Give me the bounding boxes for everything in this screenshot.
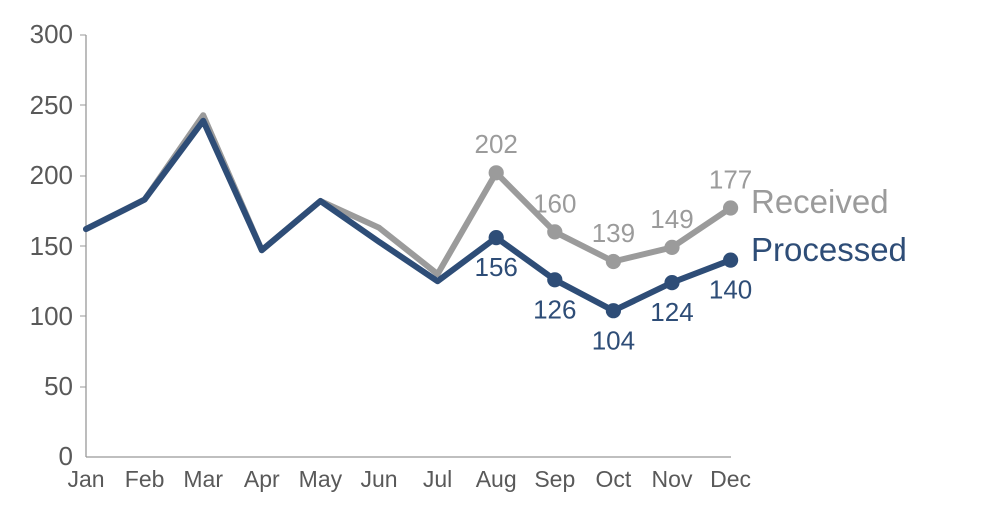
svg-text:100: 100 [30, 301, 73, 331]
svg-text:Aug: Aug [476, 466, 517, 492]
svg-text:149: 149 [650, 204, 693, 234]
svg-text:200: 200 [30, 160, 73, 190]
svg-text:Jul: Jul [423, 466, 452, 492]
svg-text:May: May [299, 466, 343, 492]
svg-text:Processed: Processed [751, 231, 907, 268]
svg-text:124: 124 [650, 297, 693, 327]
svg-text:Oct: Oct [596, 466, 632, 492]
svg-text:Feb: Feb [125, 466, 165, 492]
svg-text:177: 177 [709, 164, 752, 194]
svg-text:Mar: Mar [183, 466, 223, 492]
svg-text:156: 156 [475, 252, 518, 282]
svg-text:202: 202 [475, 129, 518, 159]
svg-text:139: 139 [592, 218, 635, 248]
svg-text:Jan: Jan [67, 466, 104, 492]
svg-text:126: 126 [533, 294, 576, 324]
svg-text:Received: Received [751, 183, 889, 220]
svg-text:250: 250 [30, 90, 73, 120]
svg-text:Nov: Nov [652, 466, 693, 492]
svg-text:140: 140 [709, 275, 752, 305]
svg-text:Dec: Dec [710, 466, 751, 492]
svg-text:104: 104 [592, 325, 635, 355]
svg-text:Apr: Apr [244, 466, 280, 492]
svg-text:Jun: Jun [360, 466, 397, 492]
svg-text:160: 160 [533, 188, 576, 218]
svg-text:300: 300 [30, 19, 73, 49]
svg-text:Sep: Sep [534, 466, 575, 492]
svg-text:150: 150 [30, 231, 73, 261]
svg-text:50: 50 [44, 371, 73, 401]
